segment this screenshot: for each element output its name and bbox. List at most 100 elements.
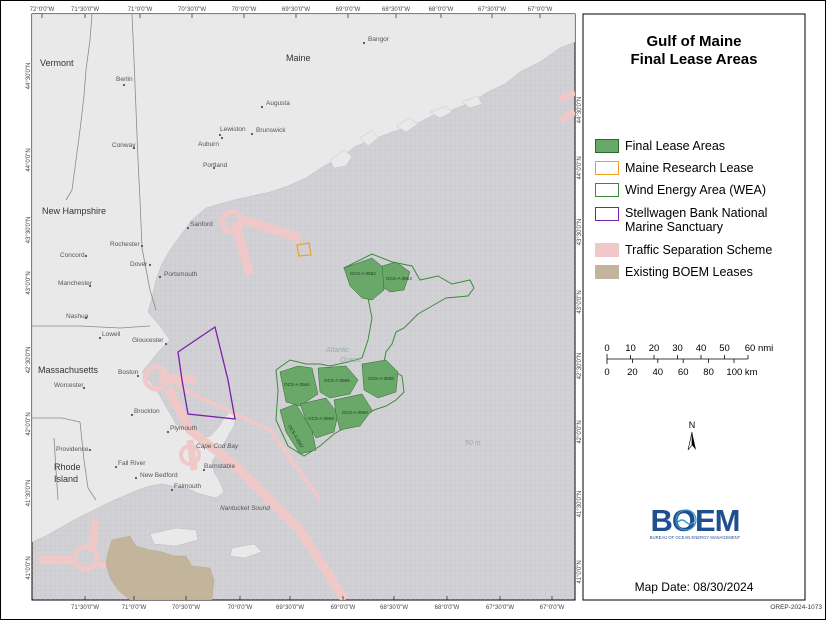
lat-tick: 44°0'0"N: [26, 148, 32, 171]
legend-panel: Gulf of Maine Final Lease Areas Final Le…: [583, 14, 805, 600]
lease-0568: [299, 397, 339, 439]
legend-swatch: [595, 207, 619, 221]
document-id: OREP-2024-1073: [770, 604, 822, 611]
place-label: Lewiston: [220, 126, 246, 133]
scale-km-label: 20: [627, 367, 638, 378]
lat-tick: 43°30'0"N: [577, 219, 583, 246]
map-date: Map Date: 08/30/2024: [634, 580, 754, 594]
place-label: Boston: [118, 369, 139, 376]
boem-logo: BOEM BUREAU OF OCEAN ENERGY MANAGEMENT: [650, 503, 741, 540]
legend-label: Existing BOEM Leases: [625, 265, 753, 279]
lat-tick: 44°0'0"N: [577, 156, 583, 179]
lease-label: OCS-A 0566: [368, 376, 394, 381]
lat-tick: 43°0'0"N: [26, 271, 32, 294]
lease-0565: [317, 365, 359, 399]
north-label: N: [689, 420, 696, 430]
lat-tick: 42°30'0"N: [26, 347, 32, 374]
lease-0566: [361, 359, 399, 399]
place-label: Concord: [60, 252, 85, 259]
place-label: New Bedford: [140, 472, 178, 479]
lon-tick: 70°30'0"W: [178, 7, 206, 13]
legend-swatch: [595, 139, 619, 153]
place-label: Portsmouth: [164, 271, 198, 278]
scale-nmi-label: 40: [696, 343, 707, 354]
place-label: Lowell: [102, 331, 121, 338]
lon-tick: 71°30'0"W: [71, 605, 99, 611]
lon-tick: 72°0'0"W: [30, 7, 55, 13]
existing-boem-leases: [105, 535, 215, 600]
place-label: Worcester: [54, 382, 84, 389]
legend-item-wea: Wind Energy Area (WEA): [595, 182, 766, 198]
lease-label: OCS-A 0562: [350, 271, 376, 276]
stellwagen-bank-sanctuary: [177, 325, 236, 420]
place-label: Rochester: [110, 241, 140, 248]
place-label: Providence: [56, 446, 89, 453]
state-label: Massachusetts: [38, 365, 99, 375]
lease-label: OCS-A 0563: [386, 276, 412, 281]
maine-research-lease: [296, 242, 312, 257]
place-label: Brockton: [134, 408, 160, 415]
legend-item-maine-research-lease: Maine Research Lease: [595, 160, 754, 176]
sea-label: 50 m: [465, 440, 481, 447]
scale-km-label: 40: [653, 367, 664, 378]
place-label: Portland: [203, 162, 228, 169]
legend-item-final-lease-areas: Final Lease Areas: [595, 138, 725, 154]
scale-nmi-label: 60 nmi: [745, 343, 774, 354]
lon-tick: 71°0'0"W: [128, 7, 153, 13]
lat-tick: 44°30'0"N: [26, 63, 32, 90]
place-label: Falmouth: [174, 483, 201, 490]
scale-nmi-label: 20: [649, 343, 660, 354]
place-label: Fall River: [118, 460, 146, 467]
scale-km-label: 100 km: [726, 367, 757, 378]
lon-tick: 69°0'0"W: [331, 605, 356, 611]
scale-km-label: 80: [703, 367, 714, 378]
lat-tick: 43°0'0"N: [577, 290, 583, 313]
state-label: Maine: [286, 53, 311, 63]
lat-tick: 41°30'0"N: [577, 491, 583, 518]
boem-logo-text: BOEM: [651, 503, 740, 538]
north-arrow-icon: N: [687, 420, 696, 451]
place-label: Berlin: [116, 76, 133, 83]
lease-0569: [333, 393, 373, 431]
state-label: New Hampshire: [42, 206, 106, 216]
state-label: Island: [54, 474, 78, 484]
place-label: Conway: [112, 142, 136, 149]
scale-nmi-label: 30: [672, 343, 683, 354]
place-label: Nantucket Sound: [220, 505, 270, 512]
legend-swatch: [595, 183, 619, 197]
lease-0563: [381, 261, 411, 293]
lon-tick: 69°30'0"W: [276, 605, 304, 611]
scale-km-label: 60: [678, 367, 689, 378]
state-label: Rhode: [54, 462, 81, 472]
place-label: Cape Cod Bay: [196, 443, 239, 450]
lease-0567: [279, 403, 317, 455]
islands: [149, 527, 263, 559]
lon-tick: 69°0'0"W: [336, 7, 361, 13]
scale-nmi-label: 10: [625, 343, 636, 354]
legend-item-stellwagen: Stellwagen Bank National Marine Sanctuar…: [595, 206, 767, 236]
lat-tick: 42°0'0"N: [577, 420, 583, 443]
legend-swatch: [595, 265, 619, 279]
legend-label: Maine Research Lease: [625, 161, 754, 175]
wind-energy-area: [275, 253, 475, 457]
place-label: Plymouth: [170, 425, 197, 432]
lat-tick: 44°30'0"N: [577, 97, 583, 124]
lon-tick: 67°30'0"W: [486, 605, 514, 611]
legend-label-line-2: Marine Sanctuary: [625, 220, 723, 234]
lease-label: OCS-A 0568: [308, 416, 334, 421]
legend-item-existing-boem-leases: Existing BOEM Leases: [595, 264, 753, 280]
title-line-1: Gulf of Maine: [646, 33, 742, 50]
lon-tick: 68°30'0"W: [382, 7, 410, 13]
lon-tick: 68°0'0"W: [435, 605, 460, 611]
lon-tick: 68°0'0"W: [429, 7, 454, 13]
legend-label: Final Lease Areas: [625, 139, 726, 153]
lon-tick: 69°30'0"W: [282, 7, 310, 13]
sea-label: Ocean: [340, 357, 361, 364]
scale-nmi-label: 50: [719, 343, 730, 354]
place-label: Augusta: [266, 100, 290, 107]
place-label: Gloucester: [132, 337, 164, 344]
scale-nmi-label: 0: [604, 343, 609, 354]
lat-tick: 41°0'0"N: [26, 556, 32, 579]
